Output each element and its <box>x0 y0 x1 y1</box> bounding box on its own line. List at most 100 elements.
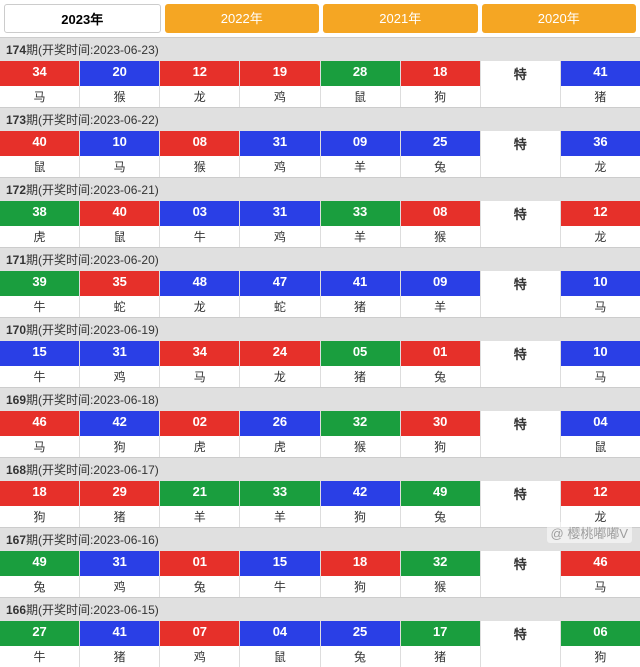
zodiac-cell: 狗 <box>321 506 401 527</box>
period-header: 170期(开奖时间:2023-06-19) <box>0 318 640 341</box>
number-cell: 31 <box>240 131 320 156</box>
number-row: 464202263230特04 <box>0 411 640 436</box>
number-cell: 42 <box>321 481 401 506</box>
number-cell: 01 <box>401 341 481 366</box>
number-cell: 42 <box>80 411 160 436</box>
number-row: 401008310925特36 <box>0 131 640 156</box>
zodiac-cell: 鼠 <box>321 86 401 107</box>
zodiac-cell: 虎 <box>160 436 240 457</box>
zodiac-row: 牛蛇龙蛇猪羊马 <box>0 296 640 317</box>
zodiac-cell: 马 <box>0 86 80 107</box>
zodiac-cell: 马 <box>561 296 640 317</box>
zodiac-cell: 羊 <box>160 506 240 527</box>
number-cell: 32 <box>401 551 481 576</box>
zodiac-cell <box>481 296 561 317</box>
number-cell: 15 <box>0 341 80 366</box>
zodiac-cell: 兔 <box>0 576 80 597</box>
zodiac-cell: 狗 <box>401 86 481 107</box>
zodiac-cell: 鸡 <box>80 366 160 387</box>
year-tab-0[interactable]: 2023年 <box>4 4 161 33</box>
number-cell: 34 <box>0 61 80 86</box>
number-cell: 47 <box>240 271 320 296</box>
zodiac-row: 马猴龙鸡鼠狗猪 <box>0 86 640 107</box>
zodiac-cell: 狗 <box>561 646 640 667</box>
number-cell: 18 <box>321 551 401 576</box>
zodiac-cell: 狗 <box>321 576 401 597</box>
number-row: 393548474109特10 <box>0 271 640 296</box>
zodiac-cell <box>481 226 561 247</box>
zodiac-cell: 猴 <box>80 86 160 107</box>
number-cell: 41 <box>80 621 160 646</box>
number-cell: 40 <box>0 131 80 156</box>
number-cell: 01 <box>160 551 240 576</box>
period-block: 171期(开奖时间:2023-06-20)393548474109特10牛蛇龙蛇… <box>0 247 640 317</box>
zodiac-cell <box>481 646 561 667</box>
zodiac-cell: 猪 <box>80 506 160 527</box>
zodiac-cell: 猪 <box>80 646 160 667</box>
number-cell: 27 <box>0 621 80 646</box>
period-header: 167期(开奖时间:2023-06-16) <box>0 528 640 551</box>
zodiac-cell: 鼠 <box>240 646 320 667</box>
period-block: 172期(开奖时间:2023-06-21)384003313308特12虎鼠牛鸡… <box>0 177 640 247</box>
period-header: 172期(开奖时间:2023-06-21) <box>0 178 640 201</box>
special-label: 特 <box>481 131 561 156</box>
number-cell: 09 <box>321 131 401 156</box>
zodiac-row: 虎鼠牛鸡羊猴龙 <box>0 226 640 247</box>
number-row: 342012192818特41 <box>0 61 640 86</box>
zodiac-cell: 牛 <box>0 296 80 317</box>
period-header: 168期(开奖时间:2023-06-17) <box>0 458 640 481</box>
zodiac-row: 马狗虎虎猴狗鼠 <box>0 436 640 457</box>
period-block: 168期(开奖时间:2023-06-17)182921334249特12狗猪羊羊… <box>0 457 640 527</box>
number-cell: 12 <box>561 481 640 506</box>
number-cell: 18 <box>0 481 80 506</box>
special-label: 特 <box>481 551 561 576</box>
period-block: 170期(开奖时间:2023-06-19)153134240501特10牛鸡马龙… <box>0 317 640 387</box>
number-cell: 21 <box>160 481 240 506</box>
number-cell: 03 <box>160 201 240 226</box>
zodiac-cell: 兔 <box>401 366 481 387</box>
number-cell: 25 <box>321 621 401 646</box>
zodiac-cell: 马 <box>160 366 240 387</box>
year-tab-3[interactable]: 2020年 <box>482 4 637 33</box>
period-block: 173期(开奖时间:2023-06-22)401008310925特36鼠马猴鸡… <box>0 107 640 177</box>
number-cell: 08 <box>401 201 481 226</box>
zodiac-cell <box>481 436 561 457</box>
zodiac-cell: 牛 <box>0 646 80 667</box>
zodiac-cell: 鸡 <box>240 226 320 247</box>
number-row: 384003313308特12 <box>0 201 640 226</box>
zodiac-row: 狗猪羊羊狗兔龙 <box>0 506 640 527</box>
year-tab-2[interactable]: 2021年 <box>323 4 478 33</box>
zodiac-cell: 猴 <box>401 576 481 597</box>
period-header: 171期(开奖时间:2023-06-20) <box>0 248 640 271</box>
number-cell: 28 <box>321 61 401 86</box>
special-label: 特 <box>481 61 561 86</box>
zodiac-cell: 兔 <box>401 506 481 527</box>
number-cell: 31 <box>80 551 160 576</box>
number-cell: 46 <box>561 551 640 576</box>
period-header: 169期(开奖时间:2023-06-18) <box>0 388 640 411</box>
zodiac-cell: 鸡 <box>240 86 320 107</box>
number-cell: 25 <box>401 131 481 156</box>
number-cell: 05 <box>321 341 401 366</box>
zodiac-cell: 牛 <box>240 576 320 597</box>
zodiac-cell: 马 <box>0 436 80 457</box>
number-cell: 24 <box>240 341 320 366</box>
zodiac-cell: 狗 <box>80 436 160 457</box>
zodiac-cell: 兔 <box>321 646 401 667</box>
number-cell: 10 <box>80 131 160 156</box>
number-cell: 41 <box>321 271 401 296</box>
zodiac-cell: 狗 <box>0 506 80 527</box>
zodiac-cell: 鼠 <box>561 436 640 457</box>
number-cell: 04 <box>240 621 320 646</box>
special-label: 特 <box>481 201 561 226</box>
number-row: 493101151832特46 <box>0 551 640 576</box>
zodiac-cell: 羊 <box>321 226 401 247</box>
number-cell: 33 <box>240 481 320 506</box>
period-block: 167期(开奖时间:2023-06-16)493101151832特46兔鸡兔牛… <box>0 527 640 597</box>
year-tab-1[interactable]: 2022年 <box>165 4 320 33</box>
zodiac-cell <box>481 366 561 387</box>
special-label: 特 <box>481 341 561 366</box>
zodiac-cell: 猴 <box>401 226 481 247</box>
zodiac-row: 兔鸡兔牛狗猴马 <box>0 576 640 597</box>
zodiac-cell: 猪 <box>561 86 640 107</box>
